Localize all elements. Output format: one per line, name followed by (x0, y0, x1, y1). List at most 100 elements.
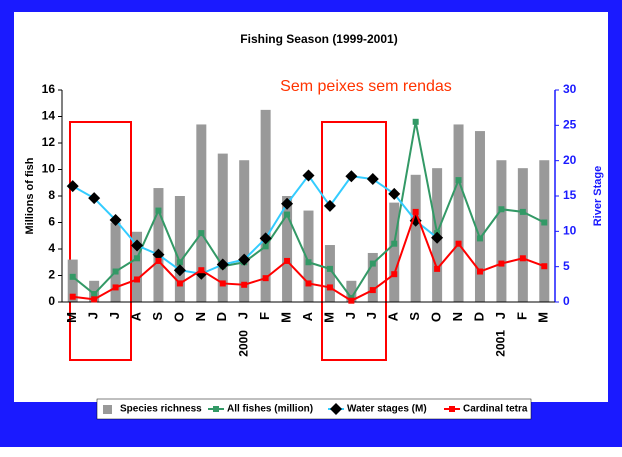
bar (474, 131, 485, 302)
point (176, 280, 183, 287)
x-tick-label: J (236, 312, 251, 319)
x-tick-label: F (514, 312, 529, 320)
x-tick-label: O (429, 312, 444, 322)
x-tick-label: N (193, 312, 208, 321)
y-tick-label: 16 (42, 82, 56, 96)
point (476, 268, 483, 275)
y-tick-label: 4 (48, 241, 55, 255)
x-tick-label: F (257, 312, 272, 320)
point (155, 257, 162, 264)
y-tick-label: 8 (48, 188, 55, 202)
point (155, 207, 162, 214)
point (238, 253, 251, 266)
point (66, 180, 79, 193)
point (284, 211, 291, 218)
point (198, 267, 205, 274)
bar (410, 174, 421, 302)
bar (496, 160, 507, 302)
point (326, 284, 333, 291)
y2-tick-label: 25 (563, 118, 577, 132)
x-tick-label: O (171, 312, 186, 322)
point (219, 280, 226, 287)
chart-title: Fishing Season (1999-2001) (240, 32, 397, 46)
y-axis-label: Millions of fish (24, 157, 36, 234)
point (259, 232, 272, 245)
point (112, 268, 119, 275)
x-tick-label: A (300, 311, 315, 321)
point (391, 271, 398, 278)
point (173, 264, 186, 277)
bar (132, 231, 143, 302)
point (152, 248, 165, 261)
highlight-box (321, 121, 387, 361)
annotation: Sem peixes sem rendas (280, 78, 452, 95)
y2-axis-label: River Stage (592, 166, 604, 227)
legend-label: Species richness (120, 404, 202, 415)
point (134, 255, 141, 262)
point (348, 297, 355, 304)
x-group-label: 2001 (494, 330, 508, 357)
point (455, 240, 462, 247)
x-tick-label: M (64, 312, 79, 323)
point (498, 260, 505, 267)
bar (389, 202, 400, 302)
point (369, 287, 376, 294)
line-series (72, 173, 438, 275)
bar (217, 153, 228, 302)
bar (367, 252, 378, 302)
bar (174, 196, 185, 302)
point (69, 293, 76, 300)
point (109, 214, 122, 227)
point (541, 219, 548, 226)
x-tick-label: S (150, 312, 165, 321)
point (176, 259, 183, 266)
point (134, 276, 141, 283)
y2-tick-label: 20 (563, 153, 577, 167)
legend-label: All fishes (million) (227, 404, 313, 415)
point (366, 173, 379, 186)
x-tick-label: S (407, 312, 422, 321)
plot-background (14, 12, 608, 402)
point (345, 170, 358, 183)
point (216, 258, 229, 271)
point (391, 240, 398, 247)
y2-tick-label: 10 (563, 224, 577, 238)
point (112, 284, 119, 291)
y-tick-label: 14 (42, 109, 56, 123)
bar (196, 124, 207, 302)
x-tick-label: J (493, 312, 508, 319)
y2-tick-label: 15 (563, 188, 577, 202)
y2-tick-label: 0 (563, 294, 570, 308)
y-tick-label: 2 (48, 268, 55, 282)
x-tick-label: J (364, 312, 379, 319)
bar (239, 160, 250, 302)
x-tick-label: J (107, 312, 122, 319)
point (262, 243, 269, 250)
bar (110, 222, 121, 302)
x-tick-label: A (128, 311, 143, 321)
point (369, 260, 376, 267)
point (284, 257, 291, 264)
legend-label: Water stages (M) (347, 404, 427, 415)
x-tick-label: A (386, 311, 401, 321)
point (455, 177, 462, 184)
highlight-box (69, 121, 132, 361)
y2-tick-label: 30 (563, 82, 577, 96)
point (326, 265, 333, 272)
x-tick-label: D (471, 312, 486, 321)
bar (153, 188, 164, 302)
point (241, 281, 248, 288)
x-tick-label: J (86, 312, 101, 319)
bar (282, 196, 293, 302)
point (198, 230, 205, 237)
x-tick-label: J (343, 312, 358, 319)
bar (324, 245, 335, 302)
x-tick-label: D (214, 312, 229, 321)
y-tick-label: 0 (48, 294, 55, 308)
bar (67, 259, 78, 302)
point (305, 259, 312, 266)
point (476, 235, 483, 242)
bar (539, 160, 550, 302)
bar (453, 124, 464, 302)
point (302, 169, 315, 182)
